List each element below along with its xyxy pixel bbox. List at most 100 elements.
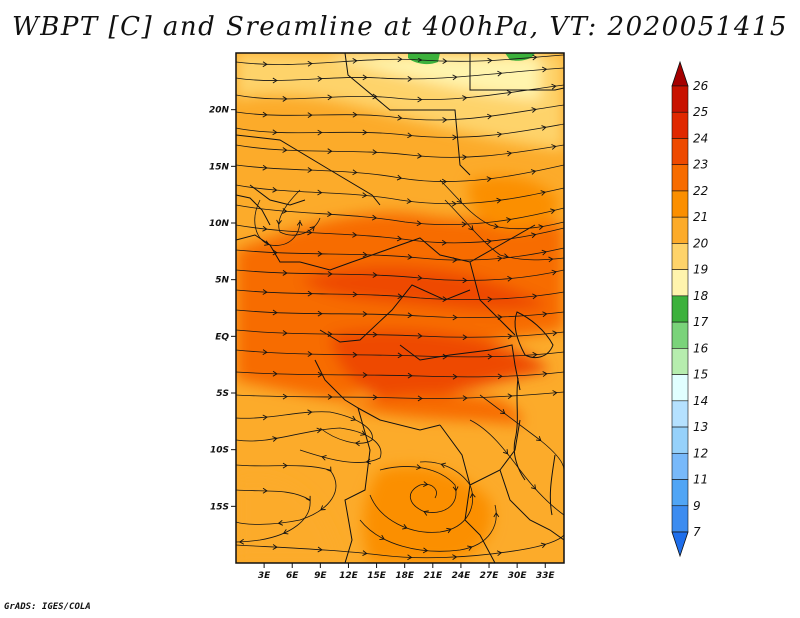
streamline-arrow [264,240,270,246]
streamline [236,123,564,138]
colorbar-top-arrow [671,60,689,87]
colorbar-segment [671,243,689,270]
streamline-arrow [362,74,368,81]
streamline [444,199,564,261]
streamline-arrow [417,333,423,339]
colorbar-label: 13 [693,420,708,434]
streamline-arrow [262,349,268,355]
streamline-arrow [372,272,378,278]
streamline-arrow [379,534,385,540]
streamline [236,349,564,358]
streamline-arrow [276,219,282,225]
streamline-arrow [442,117,448,123]
streamline [236,411,373,444]
colorbar-segment [671,505,689,533]
lon-label: 33E [536,571,556,581]
colorbar-bottom-arrow [671,531,689,558]
streamline-arrow [422,547,429,554]
streamline-arrow [441,178,448,185]
streamline [236,104,564,121]
streamline-arrow [307,60,313,67]
streamline-arrow [407,372,413,379]
streamline [469,419,564,516]
streamline-arrow [262,289,268,295]
lat-label: 15S [210,502,229,512]
colorbar-label: 19 [693,263,708,277]
streamline-arrow [548,256,554,263]
lon-label: 27E [480,571,500,581]
streamline [236,289,564,300]
streamline-arrow [496,550,503,557]
streamline-arrow [407,254,413,260]
streamline-arrow [326,466,332,473]
streamline [236,67,564,81]
streamline-arrow [486,238,492,245]
streamline [278,189,321,236]
streamline-arrow [423,510,429,516]
streamline-arrow [362,372,368,378]
streamlines [236,54,564,561]
streamline-arrow [317,371,323,378]
streamline-arrow [551,83,557,90]
grads-credit: GrADS: IGES/COLA [4,602,91,612]
streamline-arrow [327,211,333,217]
streamline-arrow [441,239,447,246]
colorbar-segment [671,269,689,297]
colorbar-label: 25 [693,105,708,119]
streamline-arrow [282,529,289,535]
lat-label: 10S [210,446,229,456]
streamline [236,247,564,261]
streamline-arrow [317,250,323,257]
streamline-arrow [487,296,493,303]
streamline-arrow [462,95,468,101]
lat-label: EQ [215,332,229,342]
colorbar-label: 16 [693,341,709,355]
streamline [236,184,564,205]
streamline-arrow [354,440,361,447]
streamline-arrow [282,96,288,102]
streamline-arrow [540,542,547,549]
streamline-arrow [309,226,315,232]
streamline-arrow [506,90,513,96]
streamline-arrow [262,164,268,171]
streamline [236,309,564,319]
streamline-arrow [462,154,468,161]
streamline-arrow [531,232,537,239]
streamline-arrow [352,111,358,118]
streamline-arrow [493,512,500,518]
colorbar-segment [671,138,689,166]
streamline-arrow [452,74,458,81]
streamline-arrow [307,112,313,119]
streamline-arrow [462,277,468,284]
lat-label: 5N [215,276,229,286]
streamline-arrow [451,200,457,207]
streamline-arrow [272,249,278,256]
colorbar-label: 18 [693,289,709,303]
streamline-arrow [327,394,333,400]
streamline-arrow [317,189,323,196]
colorbar-segment [671,400,689,428]
streamline-arrow [365,458,371,465]
streamline-arrow [416,220,422,227]
streamline-arrow [496,131,503,138]
streamline-arrow [362,192,368,199]
streamline-arrow [327,271,333,277]
streamline [236,224,564,244]
streamline-arrow [321,454,327,461]
streamline [369,461,474,533]
streamline-arrow [531,107,537,113]
lat-label: 10N [209,219,230,229]
lon-label: 30E [508,571,528,581]
streamline-arrow [272,77,278,84]
streamline-arrow [371,214,378,221]
streamline-arrow [417,395,423,402]
lon-label: 9E [314,571,327,581]
streamline-arrow [282,270,288,276]
streamline-arrow [282,462,288,469]
map-frame [235,52,565,564]
streamline-arrow [307,167,313,173]
colorbar-label: 9 [693,499,701,513]
streamline-arrow [486,176,492,182]
lon-label: 18E [395,571,415,581]
streamline [236,391,564,399]
